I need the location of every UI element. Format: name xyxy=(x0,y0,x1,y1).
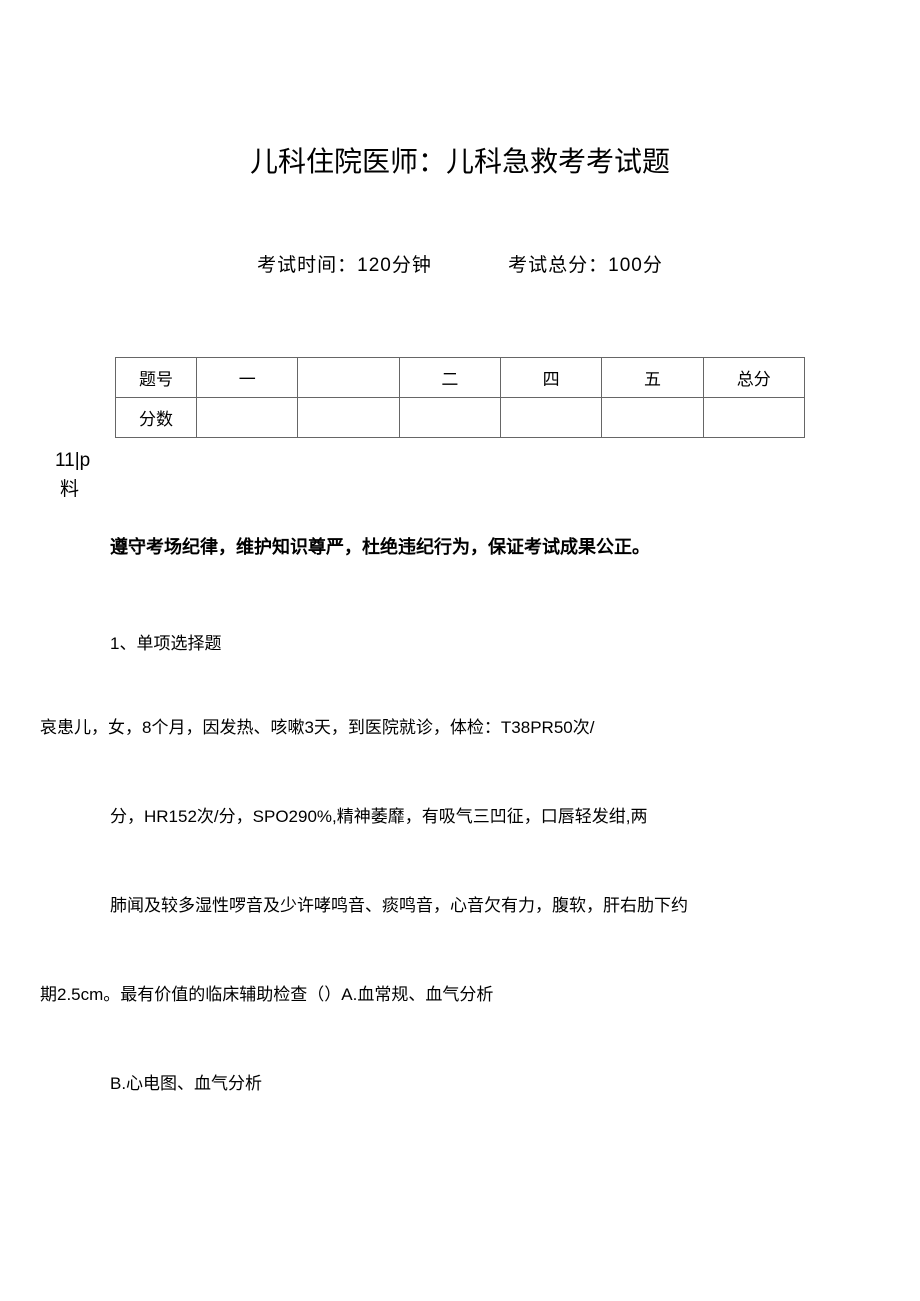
score-cell-1 xyxy=(197,398,298,438)
exam-duration: 考试时间：120分钟 xyxy=(257,250,432,277)
question-number: 1、单项选择题 xyxy=(110,629,860,654)
header-col-1: 一 xyxy=(197,358,298,398)
document-page: 儿科住院医师：儿科急救考考试题 考试时间：120分钟 考试总分：100分 题号 … xyxy=(0,0,920,1219)
score-cell-5 xyxy=(602,398,703,438)
exam-instruction: 遵守考场纪律，维护知识尊严，杜绝违纪行为，保证考试成果公正。 xyxy=(110,533,860,559)
table-header-row: 题号 一 二 四 五 总分 xyxy=(116,358,805,398)
question-text-line-2: 分，HR152次/分，SPO290%,精神萎靡，有吸气三凹征，口唇轻发绀,两 xyxy=(110,803,860,832)
header-col-total: 总分 xyxy=(703,358,804,398)
question-option-b: B.心电图、血气分析 xyxy=(110,1070,860,1099)
exam-info-row: 考试时间：120分钟 考试总分：100分 xyxy=(60,250,860,277)
score-label-cell: 分数 xyxy=(116,398,197,438)
score-cell-3 xyxy=(399,398,500,438)
question-text-line-1: 哀患儿，女，8个月，因发热、咳嗽3天，到医院就诊，体检：T38PR50次/ xyxy=(40,714,860,743)
score-cell-4 xyxy=(500,398,601,438)
text-fragment-1: 11|p xyxy=(55,448,860,475)
table-score-row: 分数 xyxy=(116,398,805,438)
score-table: 题号 一 二 四 五 总分 分数 xyxy=(115,357,805,438)
exam-total-score: 考试总分：100分 xyxy=(508,250,663,277)
score-cell-2 xyxy=(298,398,399,438)
question-text-line-4: 期2.5cm。最有价值的临床辅助检查（）A.血常规、血气分析 xyxy=(40,981,860,1010)
document-title: 儿科住院医师：儿科急救考考试题 xyxy=(60,140,860,180)
header-label-cell: 题号 xyxy=(116,358,197,398)
header-col-3: 二 xyxy=(399,358,500,398)
header-col-4: 四 xyxy=(500,358,601,398)
header-col-5: 五 xyxy=(602,358,703,398)
text-fragment-2: 料 xyxy=(60,477,860,504)
header-col-2 xyxy=(298,358,399,398)
question-text-line-3: 肺闻及较多湿性啰音及少许哮鸣音、痰鸣音，心音欠有力，腹软，肝右肋下约 xyxy=(110,892,860,921)
score-cell-total xyxy=(703,398,804,438)
